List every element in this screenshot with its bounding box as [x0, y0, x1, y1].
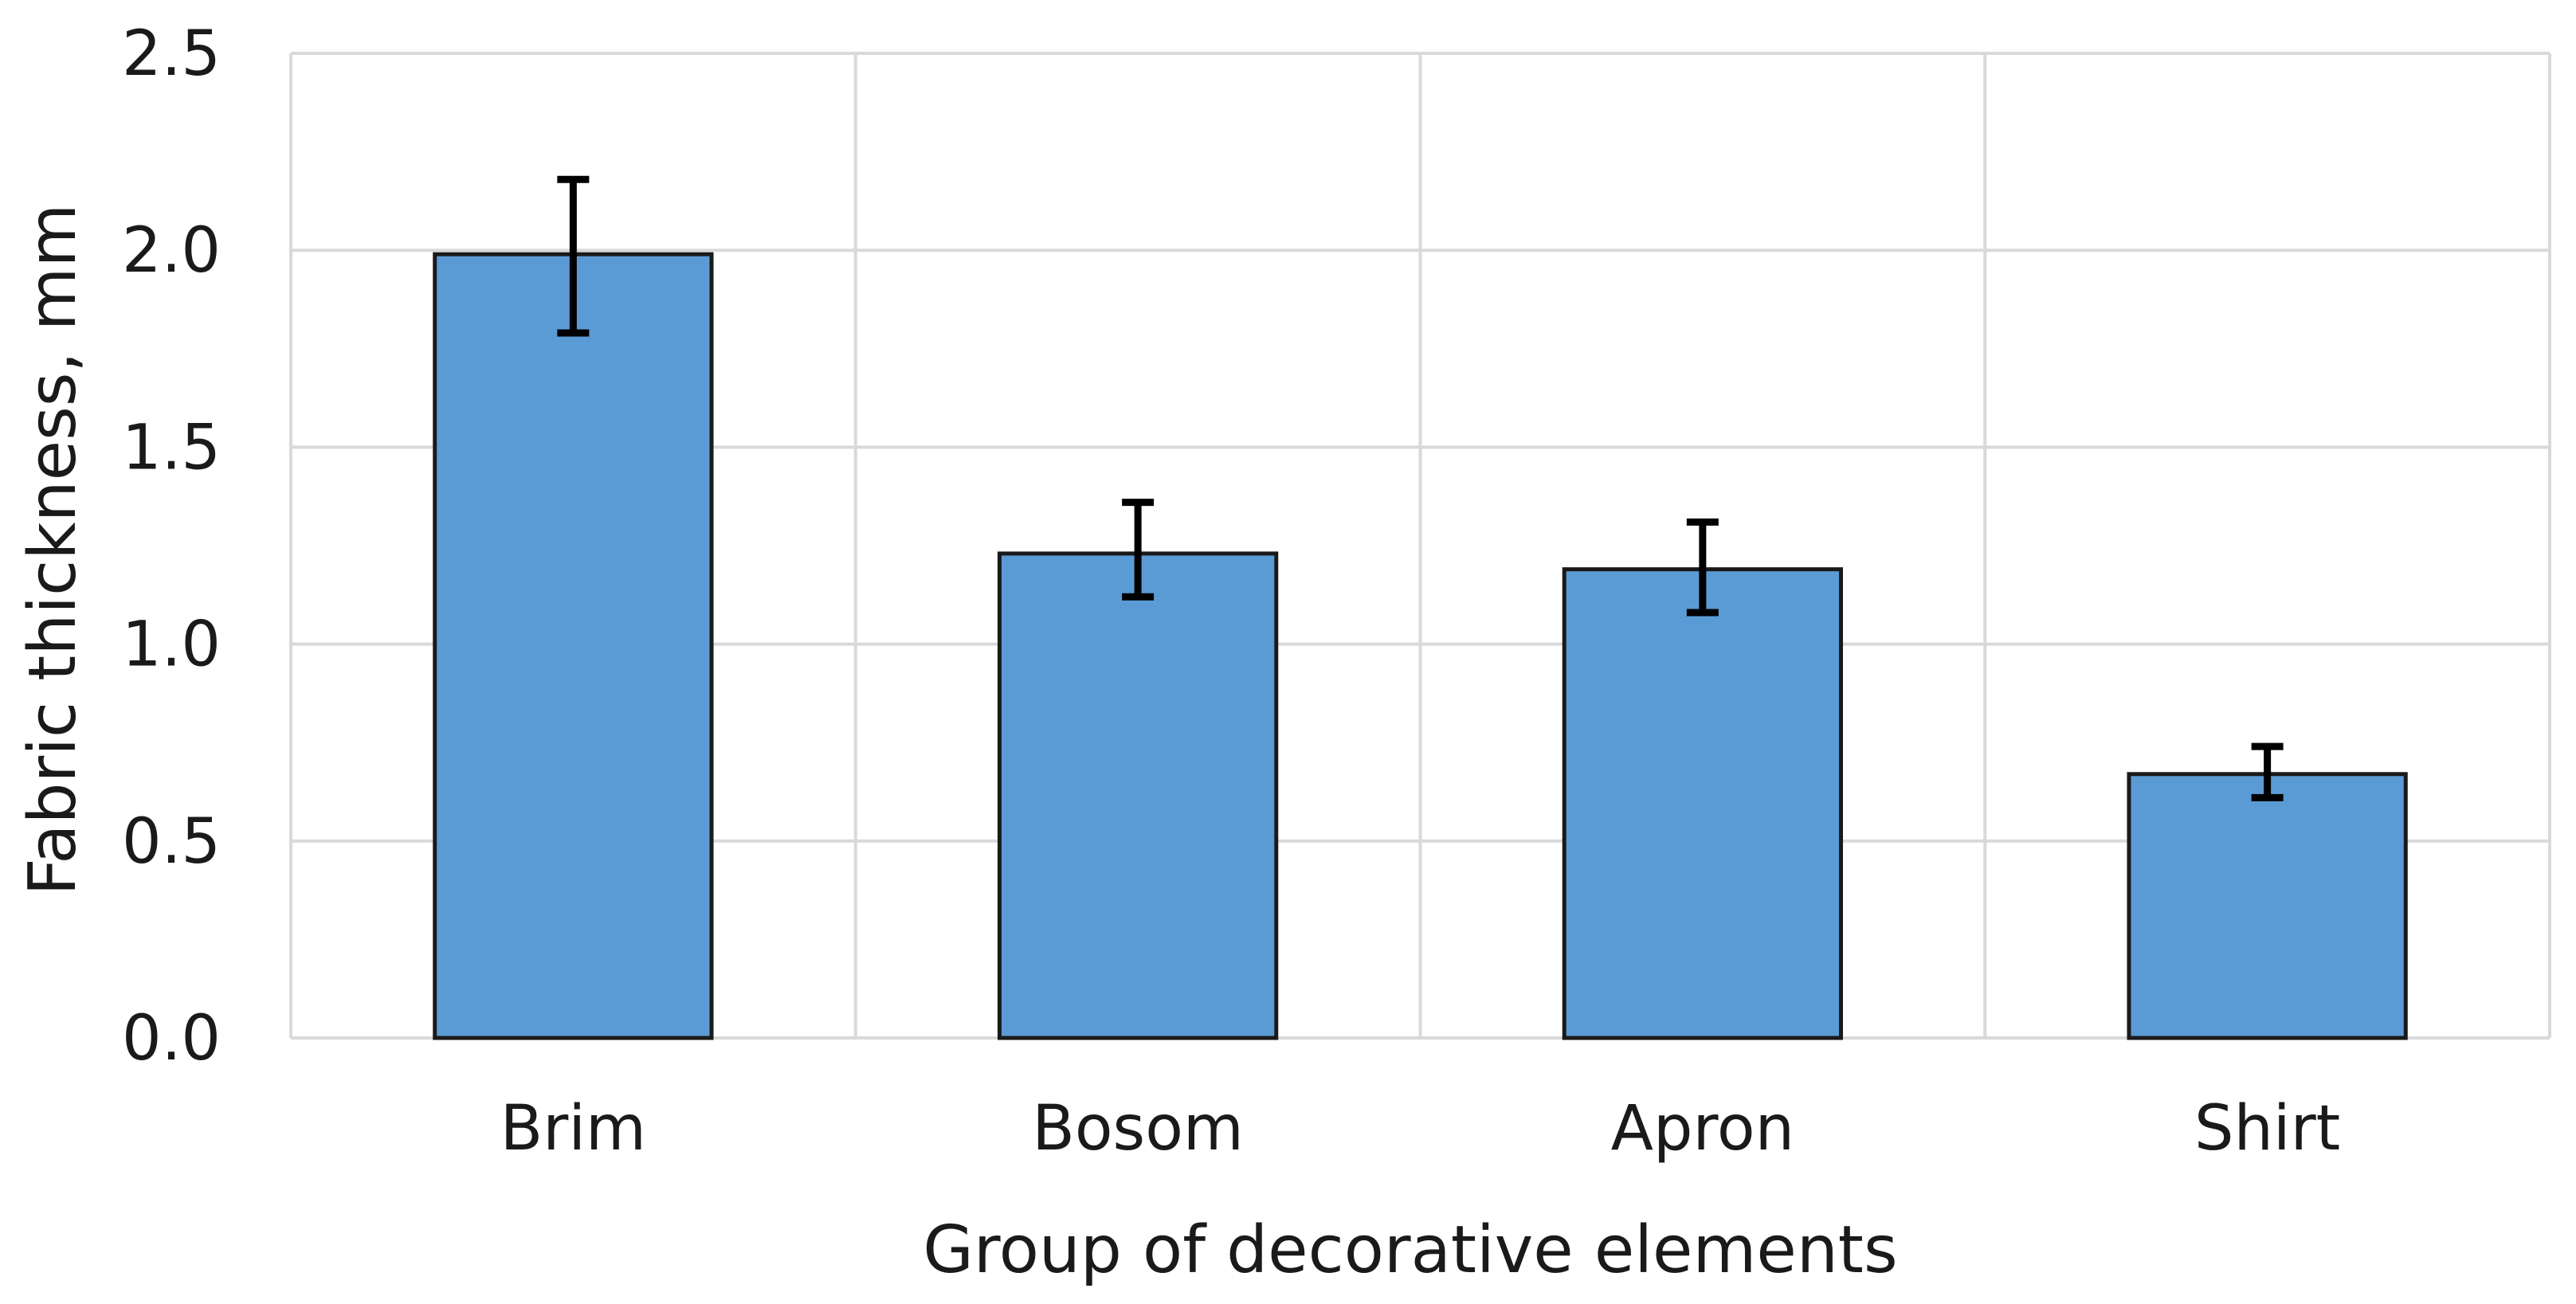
- x-tick-label: Brim: [500, 1093, 646, 1165]
- y-tick-label: 1.0: [122, 609, 221, 681]
- x-tick-label: Apron: [1611, 1093, 1794, 1165]
- x-tick-label: Shirt: [2194, 1093, 2340, 1165]
- bar: [2127, 772, 2408, 1040]
- y-axis-title: Fabric thickness, mm: [15, 204, 91, 896]
- bar: [997, 551, 1279, 1040]
- bar: [1562, 567, 1844, 1040]
- x-tick-label: Bosom: [1032, 1093, 1244, 1165]
- y-tick-label: 0.0: [122, 1003, 221, 1075]
- y-tick-label: 2.0: [122, 215, 221, 287]
- bar-layer: [433, 252, 2408, 1040]
- y-tick-label: 2.5: [122, 18, 221, 90]
- y-tick-label: 0.5: [122, 806, 221, 878]
- x-axis-title: Group of decorative elements: [923, 1212, 1897, 1288]
- y-tick-label: 1.5: [122, 412, 221, 484]
- tick-label-layer: 0.0 0.5 1.0 1.5 2.0 2.5 Brim Bosom Apron Shirt: [122, 18, 2340, 1165]
- error-bar-layer: [557, 175, 2284, 801]
- bar: [433, 252, 714, 1040]
